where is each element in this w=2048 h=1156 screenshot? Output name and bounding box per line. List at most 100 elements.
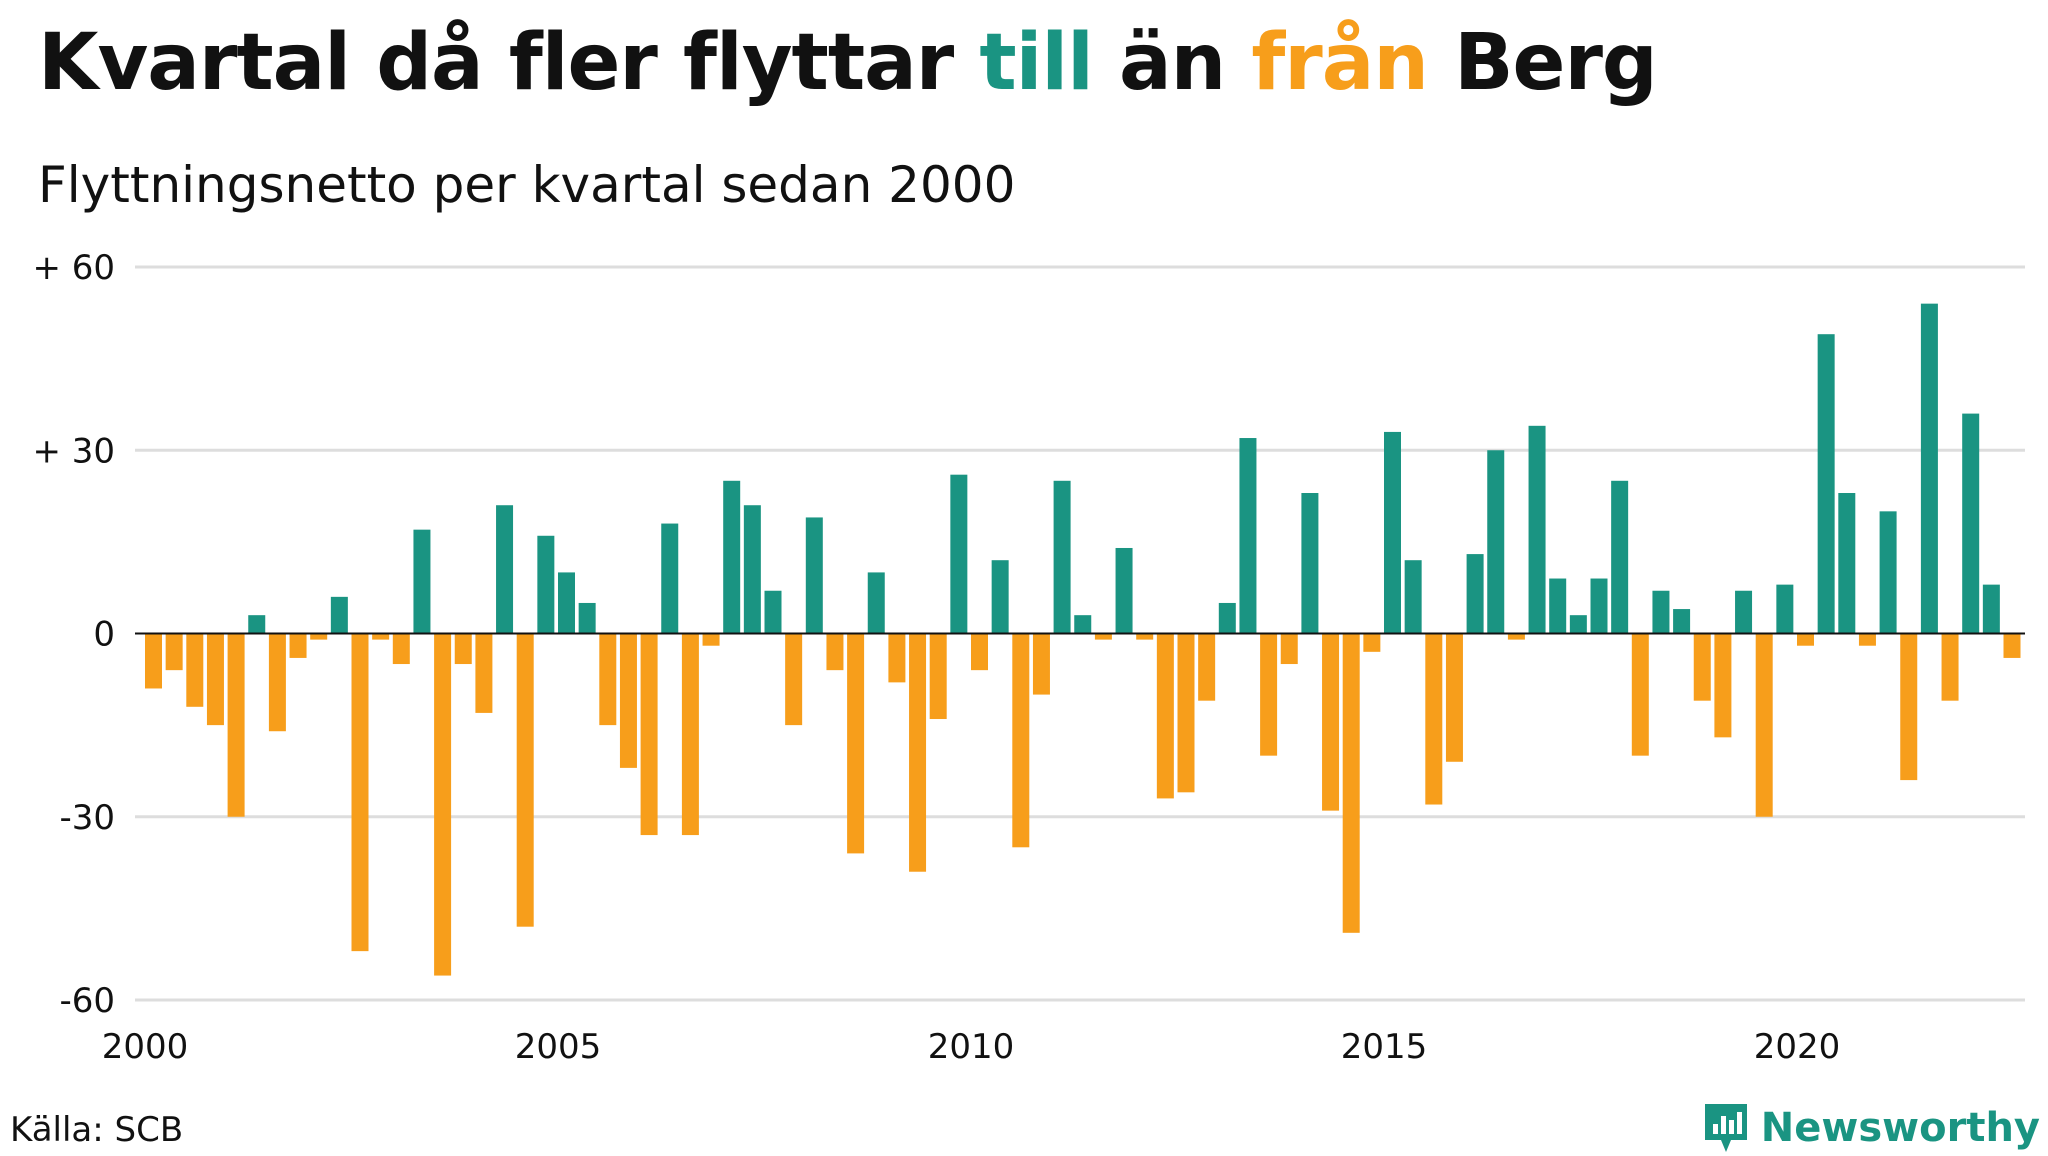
bar	[351, 633, 369, 952]
bar	[1384, 431, 1401, 634]
bar	[1900, 633, 1918, 781]
bar	[330, 596, 348, 634]
bar	[950, 474, 968, 634]
bar	[578, 602, 596, 634]
bar	[764, 590, 782, 634]
bar	[2003, 633, 2021, 658]
bar	[1549, 578, 1567, 634]
bar	[268, 633, 286, 732]
bar	[1115, 547, 1133, 634]
bar	[475, 633, 493, 713]
bar	[826, 633, 844, 671]
brand-name: Newsworthy	[1760, 1105, 2040, 1151]
bar	[1053, 480, 1071, 634]
chart-subtitle: Flyttningsnetto per kvartal sedan 2000	[38, 156, 1016, 214]
brand-logo: Newsworthy	[1701, 1100, 2040, 1156]
title-till: till	[979, 18, 1093, 108]
bar	[1239, 438, 1257, 634]
bar	[537, 535, 555, 634]
bar	[434, 633, 452, 976]
bar	[681, 633, 699, 836]
bar	[454, 633, 472, 665]
bar	[1094, 633, 1112, 640]
bar	[496, 505, 514, 634]
bar	[1301, 493, 1319, 634]
bar	[1673, 609, 1691, 634]
bar	[289, 633, 307, 658]
axes: + 60 + 30 0 -30 -60 2000 2005 2010 2015 2020	[32, 248, 2025, 1067]
bar	[1982, 584, 2000, 634]
bar	[1342, 633, 1360, 933]
bar	[1156, 633, 1174, 799]
bar	[227, 633, 245, 817]
bar	[1590, 578, 1608, 634]
bar	[1611, 480, 1629, 634]
bar	[1879, 511, 1897, 634]
title-fran: från	[1251, 18, 1429, 108]
bar-chart: + 60 + 30 0 -30 -60 2000 2005 2010 2015 2020	[32, 248, 2025, 1067]
bars	[145, 303, 2021, 976]
bar	[847, 633, 865, 854]
bar	[1363, 633, 1381, 652]
bar	[1032, 633, 1050, 695]
bar	[1817, 334, 1835, 634]
bar	[1218, 602, 1236, 634]
bar	[888, 633, 906, 683]
y-tick-label: + 60	[32, 248, 115, 288]
bar	[1198, 633, 1216, 701]
bar	[1466, 554, 1484, 634]
bar	[1962, 413, 1980, 634]
y-tick-label: + 30	[32, 431, 115, 471]
bar	[372, 633, 390, 640]
bar	[1528, 425, 1546, 634]
bar	[1714, 633, 1732, 738]
bar	[516, 633, 534, 927]
bar	[1322, 633, 1340, 811]
bar	[723, 480, 741, 634]
y-tick-label: 0	[93, 615, 115, 655]
bar	[1920, 303, 1938, 634]
bar	[1735, 590, 1753, 634]
bar	[1445, 633, 1463, 762]
bar	[1280, 633, 1298, 665]
bar	[1941, 633, 1959, 701]
bar	[1012, 633, 1030, 848]
bar	[145, 633, 162, 689]
bar	[1755, 633, 1773, 817]
bar	[1693, 633, 1711, 701]
x-tick-label: 2020	[1754, 1027, 1841, 1067]
bar	[248, 615, 266, 634]
bar	[1858, 633, 1876, 646]
bar	[1425, 633, 1443, 805]
x-tick-label: 2005	[515, 1027, 602, 1067]
bar	[661, 523, 679, 634]
bar	[785, 633, 803, 726]
x-tick-label: 2000	[102, 1027, 189, 1067]
bar	[1074, 615, 1092, 634]
bar	[1177, 633, 1195, 793]
bar	[991, 560, 1009, 634]
bar	[165, 633, 183, 671]
bar	[413, 529, 431, 634]
bar	[558, 572, 575, 634]
chart-title: Kvartal då fler flyttar till än från Ber…	[38, 18, 1658, 108]
newsworthy-logo-icon	[1704, 1104, 1747, 1152]
bar	[702, 633, 720, 646]
bar	[1797, 633, 1814, 646]
bar	[971, 633, 988, 671]
bar	[1260, 633, 1278, 756]
bar	[206, 633, 224, 726]
bar	[186, 633, 204, 707]
bar	[1776, 584, 1794, 634]
title-part-3: Berg	[1427, 18, 1658, 108]
bar	[392, 633, 410, 665]
bar	[743, 505, 761, 634]
bar	[619, 633, 637, 768]
title-part-1: Kvartal då fler flyttar	[38, 18, 980, 108]
bar	[805, 517, 823, 634]
source-note: Källa: SCB	[10, 1110, 184, 1150]
bar	[1652, 590, 1670, 634]
bar	[1487, 450, 1505, 634]
bar	[867, 572, 885, 634]
bar	[909, 633, 927, 872]
